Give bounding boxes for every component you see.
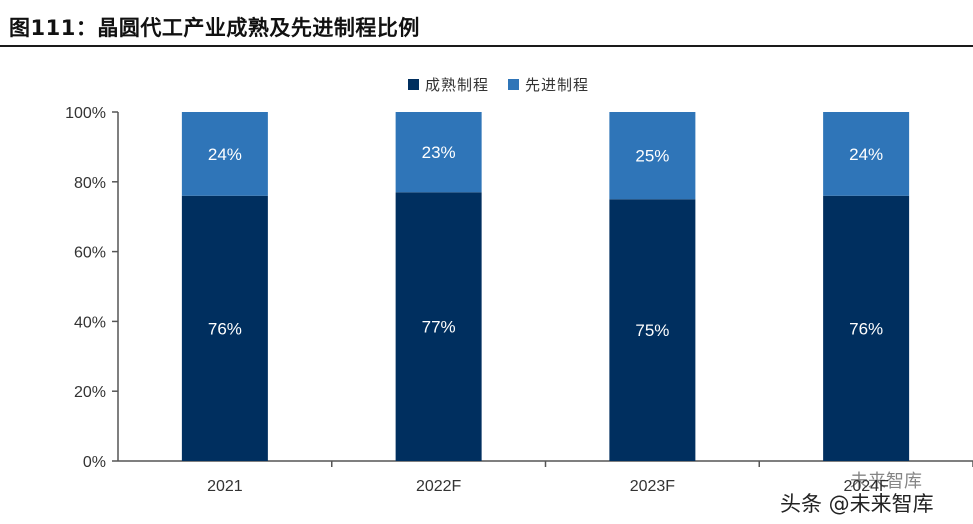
x-tick-label: 2022F [416, 478, 462, 495]
bar-segment-advanced [609, 112, 696, 200]
data-label: 24% [849, 145, 883, 164]
data-label: 25% [635, 147, 669, 166]
bar-segment-advanced [823, 112, 910, 196]
legend-label: 成熟制程 [425, 76, 489, 94]
y-tick-label: 40% [74, 314, 106, 331]
title-divider [0, 45, 973, 47]
data-label: 23% [422, 143, 456, 162]
bar-segment-advanced [181, 112, 268, 196]
data-label: 24% [208, 145, 242, 164]
legend-label: 先进制程 [525, 76, 589, 94]
legend-swatch-mature [408, 79, 419, 90]
x-tick-label: 2023F [630, 478, 676, 495]
chart-data-labels: 76% 24% 77% 23% 75% 25% 76% 24% [208, 143, 883, 340]
y-tick-label: 60% [74, 245, 106, 262]
data-label: 75% [635, 321, 669, 340]
chart-title: 图111：晶圆代工产业成熟及先进制程比例 [9, 16, 420, 40]
chart-legend: 成熟制程 先进制程 [408, 76, 589, 94]
bar-segment-mature [823, 195, 910, 461]
watermark-bottom: 头条 @未来智库 [780, 492, 934, 516]
x-tick-label: 2021 [207, 478, 243, 495]
data-label: 77% [422, 318, 456, 337]
bar-segment-advanced [395, 112, 482, 193]
chart-bars [181, 112, 910, 461]
data-label: 76% [849, 319, 883, 338]
x-tick-label: 2024F [843, 478, 889, 495]
y-tick-label: 20% [74, 384, 106, 401]
bar-segment-mature [181, 195, 268, 461]
bar-segment-mature [395, 192, 482, 461]
y-tick-label: 100% [65, 105, 106, 122]
legend-swatch-advanced [508, 79, 519, 90]
bar-segment-mature [609, 199, 696, 461]
watermark-top: 未来智库 [850, 471, 922, 492]
y-tick-label: 0% [83, 454, 106, 471]
y-tick-label: 80% [74, 175, 106, 192]
data-label: 76% [208, 319, 242, 338]
